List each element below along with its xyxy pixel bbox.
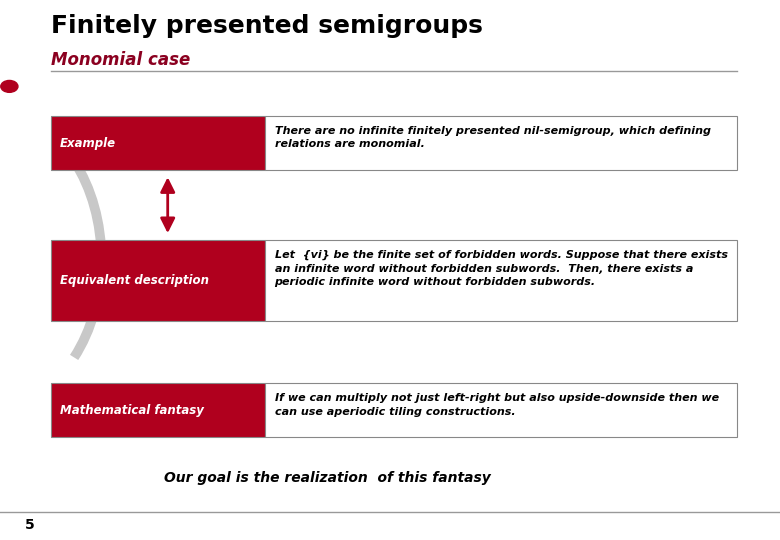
Text: Our goal is the realization  of this fantasy: Our goal is the realization of this fant…	[165, 471, 491, 485]
Bar	[51, 116, 265, 170]
Bar	[265, 116, 737, 170]
Text: Equivalent description: Equivalent description	[60, 274, 209, 287]
Text: Mathematical fantasy: Mathematical fantasy	[60, 404, 204, 417]
Text: Example: Example	[60, 137, 116, 150]
Text: Finitely presented semigroups: Finitely presented semigroups	[51, 14, 483, 37]
Bar	[51, 240, 265, 321]
Bar	[265, 383, 737, 437]
Circle shape	[1, 80, 18, 92]
Text: 5: 5	[25, 518, 34, 532]
Text: If we can multiply not just left-right but also upside-downside then we
can use : If we can multiply not just left-right b…	[275, 393, 718, 417]
Text: Monomial case: Monomial case	[51, 51, 190, 69]
Text: Let  {vi} be the finite set of forbidden words. Suppose that there exists
an inf: Let {vi} be the finite set of forbidden …	[275, 250, 728, 287]
Bar	[265, 240, 737, 321]
Bar	[51, 383, 265, 437]
Text: There are no infinite finitely presented nil-semigroup, which defining
relations: There are no infinite finitely presented…	[275, 126, 711, 150]
